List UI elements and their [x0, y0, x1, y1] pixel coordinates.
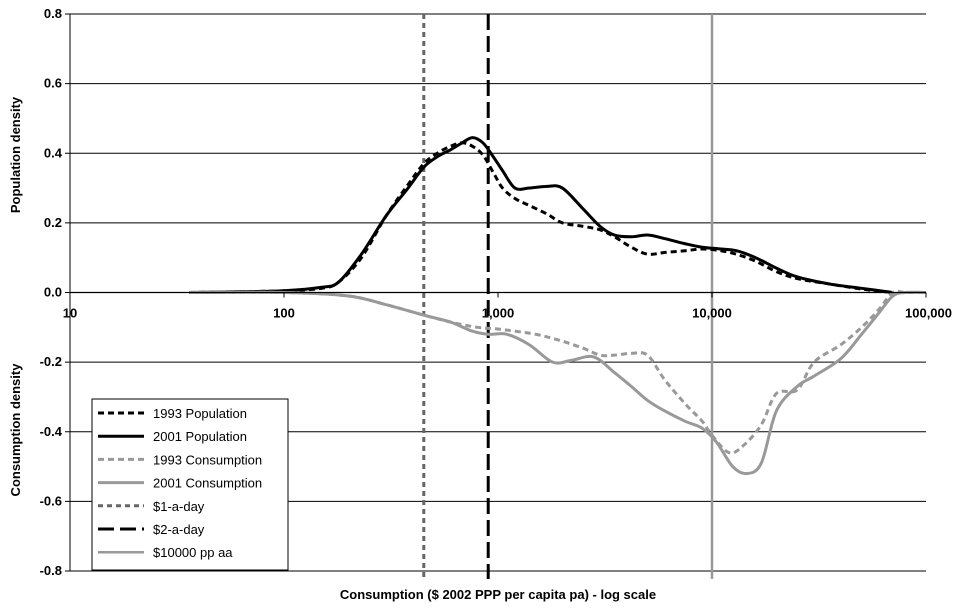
series-group — [189, 136, 927, 476]
series-line-2001-population — [189, 136, 894, 294]
series-line-2001-consumption — [189, 290, 927, 476]
y-tick-label-7: 0.6 — [44, 76, 62, 91]
tick-labels: -0.8 -0.6 -0.4 -0.2 0.0 0.2 0.4 0.6 0.8 10 100 1,00… — [40, 6, 952, 578]
x-tick-label-3: 10,000 — [692, 306, 732, 321]
legend-label-2-a-day: $2-a-day — [153, 522, 205, 537]
legend: 1993 Population 2001 Population 1993 Consu… — [91, 398, 289, 571]
y-tick-label-0: -0.8 — [40, 563, 62, 578]
legend-label-2001-consumption: 2001 Consumption — [153, 476, 262, 491]
x-tick-label-2: 1,000 — [482, 306, 515, 321]
legend-label-1993-consumption: 1993 Consumption — [153, 452, 262, 467]
y-tick-label-3: -0.2 — [40, 354, 62, 369]
x-axis-title: Consumption ($ 2002 PPP per capita pa) -… — [340, 587, 656, 602]
y-tick-label-2: -0.4 — [40, 424, 63, 439]
legend-label-10000-pp-aa: $10000 pp aa — [153, 545, 233, 560]
y-tick-label-5: 0.2 — [44, 215, 62, 230]
axes — [65, 13, 927, 572]
x-tick-label-4: 100,000 — [905, 306, 952, 321]
y-tick-label-8: 0.8 — [44, 6, 62, 21]
y-axis-title-upper: Population density — [8, 96, 23, 213]
y-tick-label-6: 0.4 — [44, 145, 63, 160]
y-tick-label-4: 0.0 — [44, 285, 62, 300]
x-tick-label-0: 10 — [63, 306, 77, 321]
legend-box — [91, 398, 289, 571]
y-axis-title-lower: Consumption density — [8, 363, 23, 497]
y-tick-label-1: -0.6 — [40, 493, 62, 508]
legend-label-2001-population: 2001 Population — [153, 429, 247, 444]
x-tick-label-1: 100 — [273, 306, 295, 321]
legend-label-1993-population: 1993 Population — [153, 406, 247, 421]
legend-label-1-a-day: $1-a-day — [153, 499, 205, 514]
